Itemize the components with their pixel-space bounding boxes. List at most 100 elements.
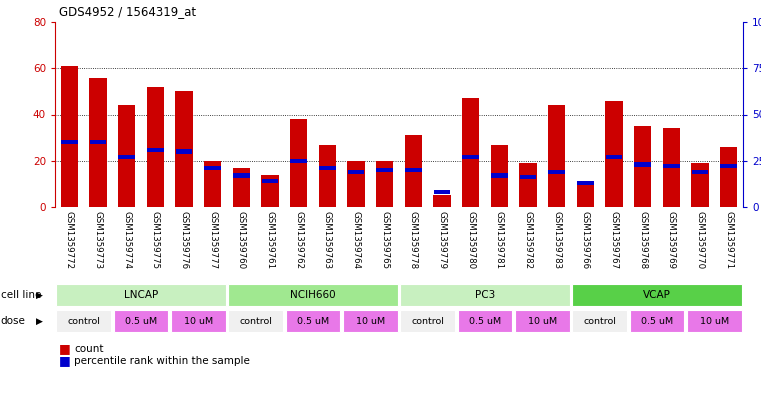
Bar	[572, 310, 627, 332]
Text: 10 uM: 10 uM	[183, 316, 213, 325]
Text: GSM1359770: GSM1359770	[696, 211, 705, 269]
Text: GSM1359772: GSM1359772	[65, 211, 74, 269]
Text: ■: ■	[59, 343, 71, 356]
Bar	[663, 164, 680, 168]
Bar	[61, 140, 78, 144]
Bar	[90, 140, 107, 144]
Text: GSM1359761: GSM1359761	[266, 211, 275, 269]
Bar	[228, 310, 283, 332]
Bar	[572, 284, 741, 306]
Text: GSM1359781: GSM1359781	[495, 211, 504, 269]
Text: ▶: ▶	[36, 290, 43, 299]
Bar	[348, 170, 365, 174]
Bar	[376, 161, 393, 207]
Text: GSM1359760: GSM1359760	[237, 211, 246, 269]
Text: control: control	[583, 316, 616, 325]
Text: GSM1359771: GSM1359771	[724, 211, 733, 269]
Bar	[606, 155, 622, 159]
Bar	[630, 310, 684, 332]
Bar	[549, 170, 565, 174]
Text: PC3: PC3	[475, 290, 495, 300]
Text: GSM1359768: GSM1359768	[638, 211, 647, 269]
Bar	[118, 105, 135, 207]
Bar	[721, 164, 737, 168]
Text: GSM1359764: GSM1359764	[352, 211, 361, 269]
Bar	[634, 126, 651, 207]
Bar	[205, 166, 221, 170]
Bar	[577, 181, 594, 185]
Text: control: control	[67, 316, 100, 325]
Bar	[61, 66, 78, 207]
Text: count: count	[74, 344, 103, 354]
Text: cell line: cell line	[1, 290, 41, 300]
Bar	[147, 87, 164, 207]
Bar	[720, 147, 737, 207]
Bar	[577, 184, 594, 207]
Bar	[56, 310, 111, 332]
Text: 0.5 uM: 0.5 uM	[469, 316, 501, 325]
Bar	[663, 129, 680, 207]
Text: GSM1359765: GSM1359765	[380, 211, 389, 269]
Text: GSM1359773: GSM1359773	[94, 211, 103, 269]
Bar	[262, 179, 279, 183]
Bar	[175, 92, 193, 207]
Bar	[687, 310, 741, 332]
Text: 10 uM: 10 uM	[356, 316, 385, 325]
Text: GDS4952 / 1564319_at: GDS4952 / 1564319_at	[59, 5, 196, 18]
Bar	[343, 310, 397, 332]
Bar	[434, 195, 451, 207]
Bar	[491, 173, 508, 178]
Text: percentile rank within the sample: percentile rank within the sample	[74, 356, 250, 366]
Bar	[458, 310, 512, 332]
Bar	[171, 310, 225, 332]
Text: GSM1359766: GSM1359766	[581, 211, 590, 269]
Text: GSM1359782: GSM1359782	[524, 211, 533, 269]
Text: GSM1359780: GSM1359780	[466, 211, 475, 269]
Text: GSM1359762: GSM1359762	[295, 211, 303, 269]
Text: GSM1359783: GSM1359783	[552, 211, 561, 269]
Bar	[113, 310, 168, 332]
Bar	[147, 147, 164, 152]
Bar	[286, 310, 340, 332]
Bar	[515, 310, 569, 332]
Bar	[233, 168, 250, 207]
Text: ▶: ▶	[36, 316, 43, 325]
Text: ■: ■	[59, 354, 71, 367]
Bar	[400, 310, 455, 332]
Bar	[377, 168, 393, 172]
Text: GSM1359776: GSM1359776	[180, 211, 189, 269]
Bar	[520, 163, 537, 207]
Text: VCAP: VCAP	[643, 290, 671, 300]
Bar	[204, 161, 221, 207]
Bar	[548, 105, 565, 207]
Bar	[291, 159, 307, 163]
Text: control: control	[411, 316, 444, 325]
Text: NCIH660: NCIH660	[290, 290, 336, 300]
Text: GSM1359769: GSM1359769	[667, 211, 676, 269]
Bar	[520, 175, 537, 180]
Bar	[290, 119, 307, 207]
Bar	[228, 284, 397, 306]
Bar	[56, 284, 225, 306]
Bar	[635, 162, 651, 167]
Bar	[405, 135, 422, 207]
Text: control: control	[239, 316, 272, 325]
Bar	[348, 161, 365, 207]
Text: GSM1359774: GSM1359774	[123, 211, 131, 269]
Text: GSM1359767: GSM1359767	[610, 211, 619, 269]
Bar	[233, 173, 250, 178]
Bar	[692, 163, 708, 207]
Bar	[462, 98, 479, 207]
Bar	[89, 77, 107, 207]
Text: 0.5 uM: 0.5 uM	[297, 316, 329, 325]
Bar	[606, 101, 622, 207]
Bar	[119, 155, 135, 159]
Text: GSM1359775: GSM1359775	[151, 211, 160, 269]
Bar	[692, 170, 708, 174]
Text: dose: dose	[1, 316, 26, 326]
Text: GSM1359777: GSM1359777	[209, 211, 217, 269]
Text: 10 uM: 10 uM	[700, 316, 729, 325]
Text: 10 uM: 10 uM	[528, 316, 557, 325]
Text: LNCAP: LNCAP	[124, 290, 158, 300]
Bar	[319, 166, 336, 170]
